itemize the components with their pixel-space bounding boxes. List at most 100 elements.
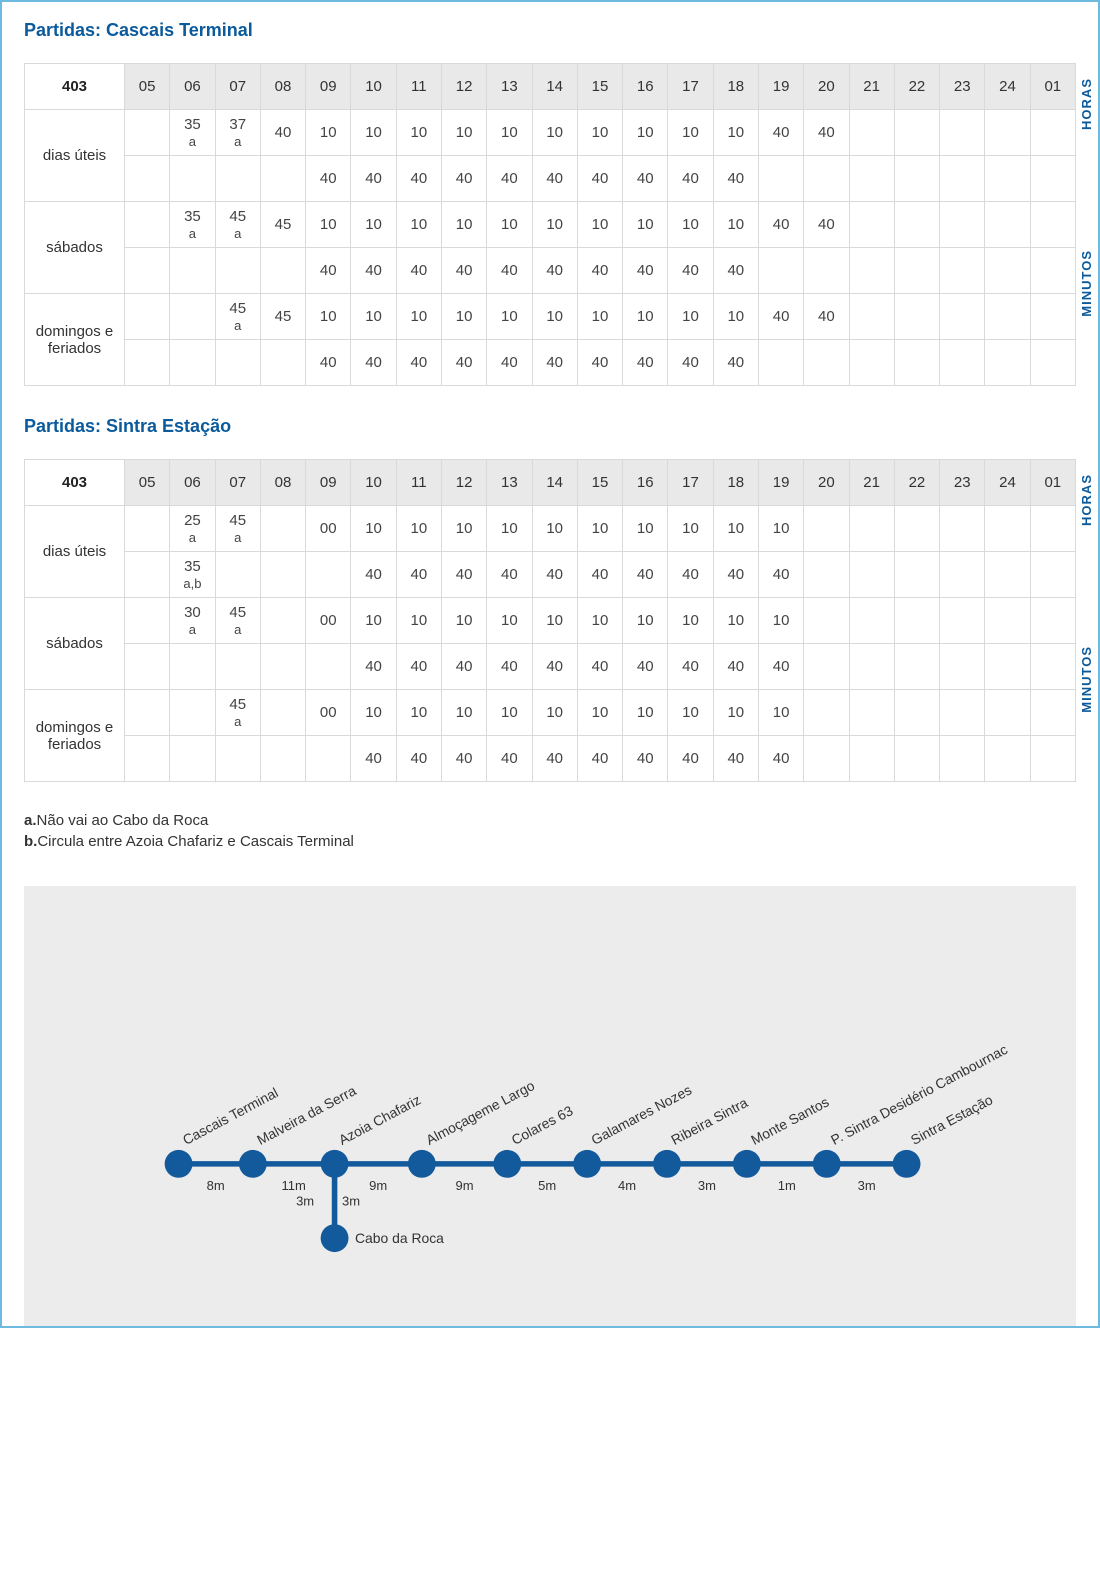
minute-cell: 10 bbox=[623, 202, 668, 248]
minute-value: 40 bbox=[761, 658, 801, 676]
table-row: 40404040404040404040 bbox=[25, 644, 1076, 690]
minute-cell: 10 bbox=[623, 506, 668, 552]
minute-cell: 40 bbox=[713, 156, 758, 202]
minute-value: 40 bbox=[670, 262, 710, 280]
minute-cell bbox=[170, 340, 215, 386]
minute-value: 40 bbox=[716, 658, 756, 676]
minute-cell bbox=[170, 156, 215, 202]
minute-value: 25 bbox=[172, 512, 212, 530]
minute-value: 40 bbox=[444, 566, 484, 584]
minute-cell bbox=[306, 736, 351, 782]
minute-value: 40 bbox=[716, 566, 756, 584]
minute-cell: 10 bbox=[668, 294, 713, 340]
minute-cell: 10 bbox=[351, 202, 396, 248]
minute-cell bbox=[894, 644, 939, 690]
minute-cell: 40 bbox=[758, 110, 803, 156]
table-row: 40404040404040404040 bbox=[25, 340, 1076, 386]
minute-cell bbox=[170, 690, 215, 736]
minute-cell bbox=[215, 736, 260, 782]
minute-cell: 10 bbox=[396, 294, 441, 340]
minute-cell bbox=[985, 202, 1030, 248]
timetable: 4030506070809101112131415161718192021222… bbox=[24, 63, 1076, 386]
minute-cell bbox=[849, 552, 894, 598]
minute-cell bbox=[306, 552, 351, 598]
minute-cell: 40 bbox=[351, 156, 396, 202]
minute-value: 10 bbox=[399, 216, 439, 234]
minute-value: 45 bbox=[218, 604, 258, 622]
stop-node bbox=[733, 1150, 761, 1178]
hour-header: 12 bbox=[441, 64, 486, 110]
hour-header: 23 bbox=[940, 460, 985, 506]
hours-row: 4030506070809101112131415161718192021222… bbox=[25, 64, 1076, 110]
minute-value: 10 bbox=[308, 216, 348, 234]
minute-cell bbox=[849, 110, 894, 156]
minute-cell bbox=[804, 736, 849, 782]
minute-cell bbox=[215, 552, 260, 598]
minute-cell: 40 bbox=[623, 736, 668, 782]
stop-node bbox=[573, 1150, 601, 1178]
minute-cell: 40 bbox=[396, 552, 441, 598]
hour-header: 24 bbox=[985, 460, 1030, 506]
minute-value: 40 bbox=[535, 170, 575, 188]
minute-value: 40 bbox=[806, 124, 846, 142]
minute-cell bbox=[215, 644, 260, 690]
branch-dist-right: 3m bbox=[342, 1194, 360, 1209]
table-row: domingos e feriados45a001010101010101010… bbox=[25, 690, 1076, 736]
minute-cell: 10 bbox=[306, 202, 351, 248]
minute-cell: 10 bbox=[713, 506, 758, 552]
minute-cell bbox=[1030, 202, 1075, 248]
timetable-section: Partidas: Sintra EstaçãoHORASMINUTOS4030… bbox=[24, 416, 1076, 782]
minute-value: 40 bbox=[625, 566, 665, 584]
minute-cell: 10 bbox=[487, 598, 532, 644]
minute-value: 10 bbox=[444, 124, 484, 142]
minute-value: 10 bbox=[580, 216, 620, 234]
minute-value: 40 bbox=[625, 262, 665, 280]
minute-cell: 40 bbox=[758, 552, 803, 598]
hour-header: 22 bbox=[894, 64, 939, 110]
day-type-label: sábados bbox=[25, 202, 125, 294]
minute-value: 40 bbox=[535, 354, 575, 372]
minute-cell: 45a bbox=[215, 690, 260, 736]
segment-distance: 8m bbox=[207, 1178, 225, 1193]
minute-cell: 40 bbox=[577, 552, 622, 598]
footnote-text: Não vai ao Cabo da Roca bbox=[37, 812, 209, 829]
minute-value: 40 bbox=[353, 170, 393, 188]
stop-node bbox=[239, 1150, 267, 1178]
minute-cell: 40 bbox=[623, 552, 668, 598]
minute-cell: 40 bbox=[441, 156, 486, 202]
minute-cell: 40 bbox=[804, 110, 849, 156]
hour-header: 17 bbox=[668, 460, 713, 506]
minute-note: a bbox=[218, 134, 258, 149]
minute-cell: 10 bbox=[532, 598, 577, 644]
minute-cell: 45a bbox=[215, 598, 260, 644]
minute-value: 40 bbox=[535, 750, 575, 768]
stop-node bbox=[165, 1150, 193, 1178]
minute-cell: 40 bbox=[668, 736, 713, 782]
minute-value: 10 bbox=[399, 308, 439, 326]
minute-cell bbox=[940, 202, 985, 248]
minute-cell: 10 bbox=[396, 598, 441, 644]
minutes-label: MINUTOS bbox=[1079, 250, 1094, 317]
minute-cell: 40 bbox=[532, 736, 577, 782]
minute-cell bbox=[894, 506, 939, 552]
minute-value: 10 bbox=[580, 704, 620, 722]
minute-cell bbox=[985, 644, 1030, 690]
minute-cell bbox=[985, 294, 1030, 340]
minute-cell: 40 bbox=[713, 736, 758, 782]
minute-value: 40 bbox=[444, 750, 484, 768]
minute-cell bbox=[215, 156, 260, 202]
minute-cell bbox=[260, 340, 305, 386]
minute-cell bbox=[940, 340, 985, 386]
minute-cell bbox=[985, 552, 1030, 598]
minute-cell bbox=[894, 552, 939, 598]
hour-header: 14 bbox=[532, 64, 577, 110]
minute-cell bbox=[940, 552, 985, 598]
minute-cell: 10 bbox=[487, 294, 532, 340]
minute-cell: 40 bbox=[532, 156, 577, 202]
minute-value: 40 bbox=[761, 216, 801, 234]
minute-cell: 10 bbox=[532, 690, 577, 736]
minute-cell: 10 bbox=[532, 110, 577, 156]
minute-value: 40 bbox=[399, 566, 439, 584]
minute-value: 40 bbox=[670, 750, 710, 768]
minute-cell bbox=[849, 644, 894, 690]
